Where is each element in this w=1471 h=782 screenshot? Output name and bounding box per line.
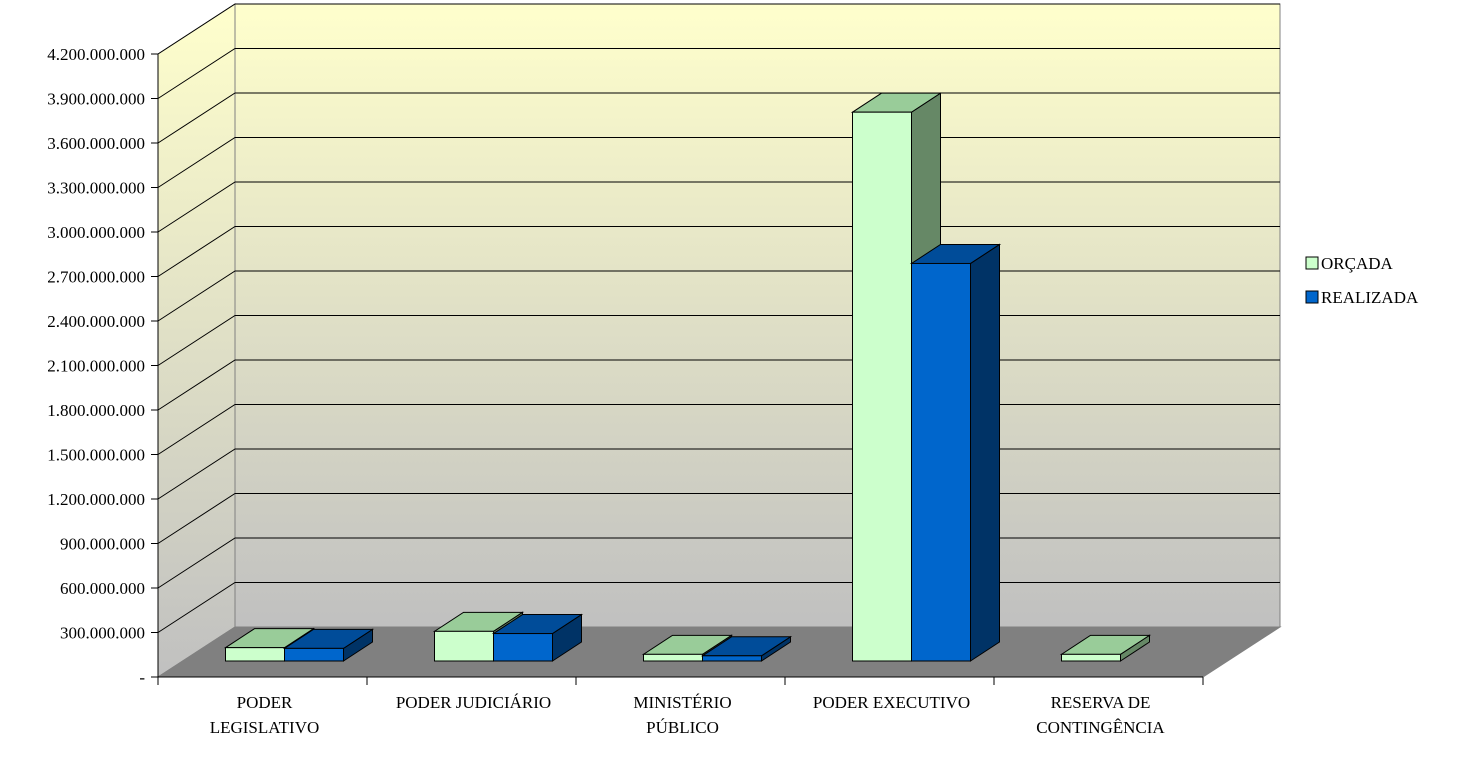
x-category-label: PODER JUDICIÁRIO [396, 693, 551, 712]
bar-front [435, 631, 494, 661]
x-category-label: CONTINGÊNCIA [1036, 718, 1165, 737]
x-category-label: LEGISLATIVO [210, 718, 320, 737]
y-tick-label: 2.400.000.000 [47, 312, 145, 331]
x-category-label: RESERVA DE [1051, 693, 1151, 712]
y-tick-label: 300.000.000 [60, 624, 145, 643]
legend: ORÇADA REALIZADA [1306, 254, 1419, 307]
bar-front [703, 656, 762, 661]
legend-label: REALIZADA [1321, 288, 1419, 307]
bar-front [912, 263, 971, 661]
x-category-label: MINISTÉRIO [633, 693, 731, 712]
y-tick-label: 1.200.000.000 [47, 490, 145, 509]
x-axis-category-labels: PODER LEGISLATIVO PODER JUDICIÁRIO MINISTÉR… [210, 693, 1166, 737]
y-tick-label: 2.700.000.000 [47, 268, 145, 287]
y-tick-label: 3.900.000.000 [47, 90, 145, 109]
bar-front [226, 648, 285, 661]
y-tick-label: - [139, 668, 145, 687]
y-tick-label: 1.800.000.000 [47, 401, 145, 420]
legend-label: ORÇADA [1321, 254, 1394, 273]
legend-swatch-orçada [1306, 257, 1318, 269]
y-tick-label: 4.200.000.000 [47, 45, 145, 64]
bar-front [494, 634, 553, 661]
chart-walls [158, 4, 1280, 677]
y-tick-label: 900.000.000 [60, 535, 145, 554]
y-tick-label: 3.600.000.000 [47, 134, 145, 153]
x-category-label: PODER EXECUTIVO [813, 693, 970, 712]
bar-side [971, 244, 1000, 661]
x-category-label: PÚBLICO [646, 718, 719, 737]
bar-front [1062, 654, 1121, 661]
y-tick-label: 3.000.000.000 [47, 223, 145, 242]
bar-front [853, 112, 912, 661]
legend-swatch-realizada [1306, 291, 1318, 303]
bar-front [644, 654, 703, 661]
x-category-label: PODER [237, 693, 293, 712]
y-tick-label: 600.000.000 [60, 579, 145, 598]
y-axis-tick-labels: - 300.000.000 600.000.000 900.000.000 1.200.… [47, 45, 145, 687]
bar-front [285, 648, 344, 661]
y-tick-label: 2.100.000.000 [47, 357, 145, 376]
bar-realizada-3 [912, 244, 1000, 661]
y-tick-label: 3.300.000.000 [47, 179, 145, 198]
y-tick-label: 1.500.000.000 [47, 446, 145, 465]
